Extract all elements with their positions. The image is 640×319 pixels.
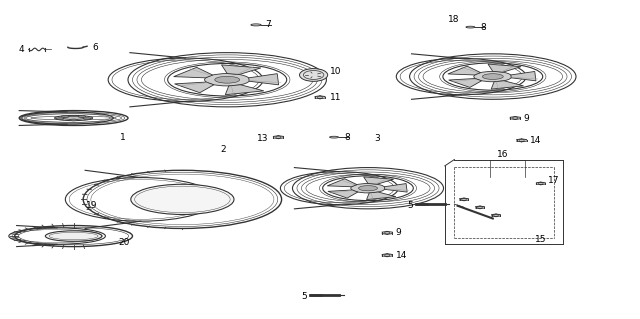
Text: 5: 5 bbox=[407, 201, 413, 210]
Ellipse shape bbox=[466, 26, 475, 28]
Circle shape bbox=[276, 136, 281, 138]
Circle shape bbox=[317, 96, 323, 99]
Text: 6: 6 bbox=[93, 43, 99, 52]
Ellipse shape bbox=[83, 118, 91, 120]
Ellipse shape bbox=[358, 186, 378, 191]
Text: 11: 11 bbox=[330, 93, 341, 102]
Polygon shape bbox=[511, 71, 536, 81]
Polygon shape bbox=[328, 190, 358, 198]
Ellipse shape bbox=[300, 69, 328, 81]
Text: 17: 17 bbox=[548, 176, 559, 185]
Text: 7: 7 bbox=[266, 20, 271, 29]
Text: 2: 2 bbox=[221, 145, 227, 154]
Ellipse shape bbox=[63, 117, 84, 119]
Ellipse shape bbox=[56, 118, 64, 120]
Polygon shape bbox=[173, 67, 212, 78]
Circle shape bbox=[385, 232, 390, 234]
Text: 4: 4 bbox=[19, 45, 24, 54]
Text: 8: 8 bbox=[480, 23, 486, 32]
Ellipse shape bbox=[78, 115, 86, 117]
Ellipse shape bbox=[54, 115, 93, 121]
Text: 9: 9 bbox=[524, 114, 529, 122]
Ellipse shape bbox=[351, 183, 385, 193]
Text: 9: 9 bbox=[396, 228, 401, 237]
Polygon shape bbox=[488, 64, 521, 72]
Circle shape bbox=[385, 254, 390, 256]
Circle shape bbox=[461, 198, 467, 201]
Text: 5: 5 bbox=[301, 292, 307, 301]
Circle shape bbox=[477, 206, 483, 209]
Circle shape bbox=[513, 117, 518, 119]
Polygon shape bbox=[491, 81, 524, 89]
Ellipse shape bbox=[70, 119, 77, 121]
Ellipse shape bbox=[45, 231, 102, 241]
Ellipse shape bbox=[474, 71, 512, 82]
Polygon shape bbox=[249, 74, 278, 85]
Text: 14: 14 bbox=[530, 136, 541, 145]
Ellipse shape bbox=[131, 184, 234, 214]
Ellipse shape bbox=[251, 24, 261, 26]
Circle shape bbox=[493, 214, 499, 217]
Text: 20: 20 bbox=[118, 238, 130, 247]
Text: 3: 3 bbox=[374, 134, 380, 143]
Text: 16: 16 bbox=[497, 150, 508, 159]
Polygon shape bbox=[175, 82, 214, 93]
Ellipse shape bbox=[483, 74, 503, 79]
Polygon shape bbox=[221, 65, 261, 75]
Polygon shape bbox=[367, 192, 396, 200]
Text: 13: 13 bbox=[257, 134, 269, 143]
Polygon shape bbox=[385, 183, 407, 192]
Ellipse shape bbox=[215, 76, 239, 83]
Text: 15: 15 bbox=[535, 235, 547, 244]
Ellipse shape bbox=[330, 136, 339, 138]
Text: 10: 10 bbox=[330, 67, 341, 76]
Text: 18: 18 bbox=[448, 15, 460, 24]
Text: 8: 8 bbox=[344, 133, 350, 142]
Circle shape bbox=[519, 139, 524, 142]
Polygon shape bbox=[225, 85, 264, 95]
Polygon shape bbox=[448, 66, 481, 75]
Text: 19: 19 bbox=[86, 201, 98, 210]
Circle shape bbox=[538, 182, 543, 185]
Polygon shape bbox=[364, 177, 394, 184]
Text: 1: 1 bbox=[120, 133, 125, 142]
Polygon shape bbox=[449, 78, 482, 87]
Ellipse shape bbox=[205, 74, 250, 86]
Polygon shape bbox=[327, 179, 357, 187]
Ellipse shape bbox=[61, 115, 69, 117]
Text: 14: 14 bbox=[396, 251, 407, 260]
